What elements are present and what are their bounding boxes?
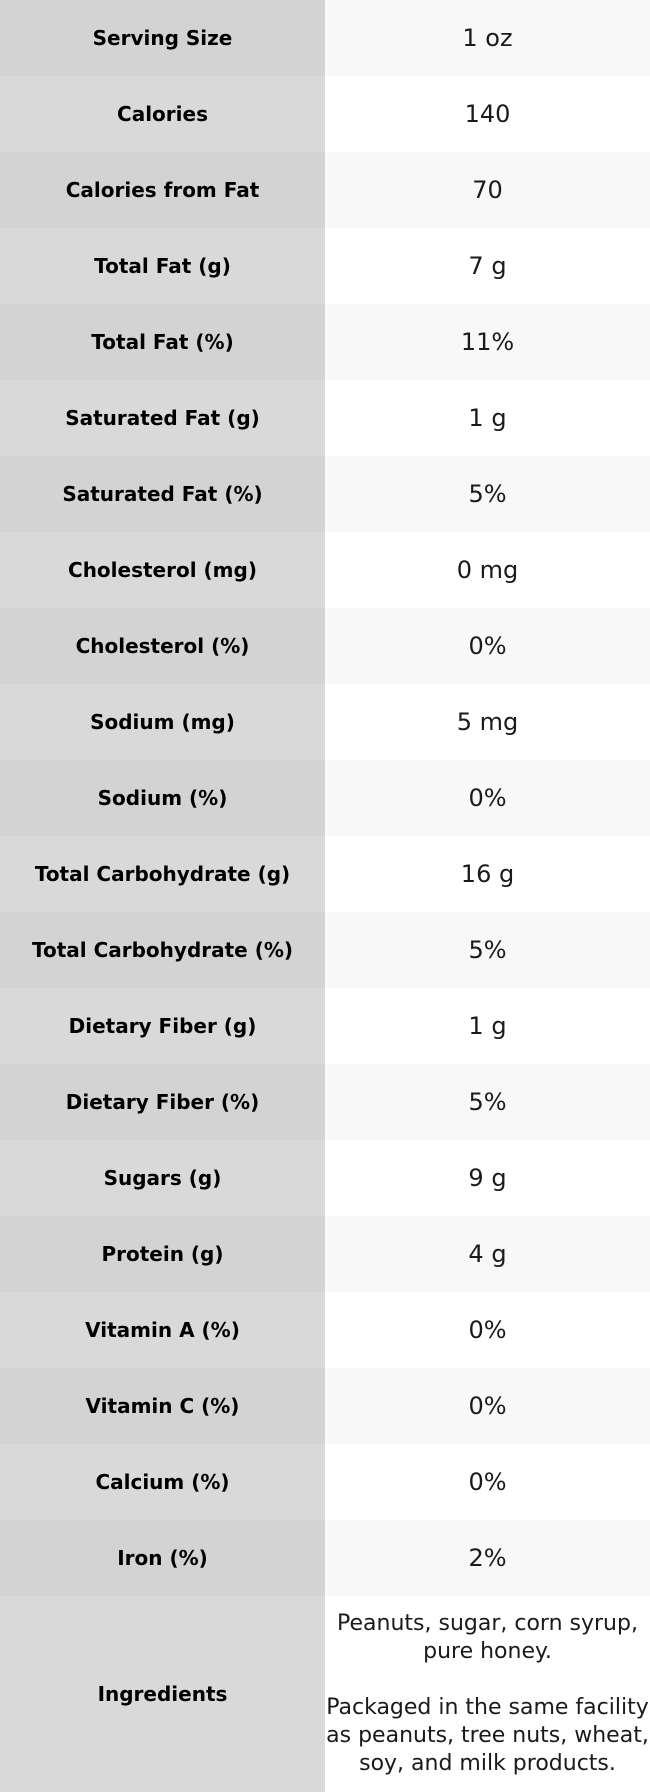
table-row: Total Fat (%) 11% xyxy=(0,304,650,380)
row-value: 1 g xyxy=(325,988,650,1064)
row-value: 7 g xyxy=(325,228,650,304)
row-value: 0% xyxy=(325,760,650,836)
row-value: 1 g xyxy=(325,380,650,456)
row-value: 0% xyxy=(325,1368,650,1444)
row-label: Sodium (mg) xyxy=(0,684,325,760)
row-label: Saturated Fat (%) xyxy=(0,456,325,532)
table-row: Sodium (mg) 5 mg xyxy=(0,684,650,760)
ingredients-paragraph: Packaged in the same facility as peanuts… xyxy=(326,1695,649,1776)
row-label: Sugars (g) xyxy=(0,1140,325,1216)
row-label: Vitamin A (%) xyxy=(0,1292,325,1368)
table-row: Total Fat (g) 7 g xyxy=(0,228,650,304)
row-value: 4 g xyxy=(325,1216,650,1292)
row-value: 70 xyxy=(325,152,650,228)
row-label: Iron (%) xyxy=(0,1520,325,1596)
row-value: Peanuts, sugar, corn syrup, pure honey. P… xyxy=(325,1596,650,1792)
row-label: Total Carbohydrate (%) xyxy=(0,912,325,988)
table-row: Saturated Fat (g) 1 g xyxy=(0,380,650,456)
table-row: Sodium (%) 0% xyxy=(0,760,650,836)
row-label: Total Fat (%) xyxy=(0,304,325,380)
row-value: 0 mg xyxy=(325,532,650,608)
row-value: 5% xyxy=(325,912,650,988)
table-row: Sugars (g) 9 g xyxy=(0,1140,650,1216)
row-label: Vitamin C (%) xyxy=(0,1368,325,1444)
row-label: Saturated Fat (g) xyxy=(0,380,325,456)
table-row: Ingredients Peanuts, sugar, corn syrup, p… xyxy=(0,1596,650,1792)
table-row: Total Carbohydrate (g) 16 g xyxy=(0,836,650,912)
row-value: 5% xyxy=(325,1064,650,1140)
row-value: 9 g xyxy=(325,1140,650,1216)
row-value: 5 mg xyxy=(325,684,650,760)
table-row: Dietary Fiber (g) 1 g xyxy=(0,988,650,1064)
row-value: 11% xyxy=(325,304,650,380)
table-row: Calories 140 xyxy=(0,76,650,152)
row-value: 16 g xyxy=(325,836,650,912)
table-row: Cholesterol (%) 0% xyxy=(0,608,650,684)
row-label: Calories from Fat xyxy=(0,152,325,228)
row-value: 1 oz xyxy=(325,0,650,76)
table-row: Protein (g) 4 g xyxy=(0,1216,650,1292)
row-label: Sodium (%) xyxy=(0,760,325,836)
table-row: Calories from Fat 70 xyxy=(0,152,650,228)
row-label: Calories xyxy=(0,76,325,152)
table-row: Calcium (%) 0% xyxy=(0,1444,650,1520)
row-label: Serving Size xyxy=(0,0,325,76)
row-value: 0% xyxy=(325,1444,650,1520)
row-value: 140 xyxy=(325,76,650,152)
ingredients-paragraph: Peanuts, sugar, corn syrup, pure honey. xyxy=(337,1611,638,1664)
row-label: Total Fat (g) xyxy=(0,228,325,304)
row-value: 2% xyxy=(325,1520,650,1596)
row-label: Calcium (%) xyxy=(0,1444,325,1520)
table-row: Saturated Fat (%) 5% xyxy=(0,456,650,532)
row-value: 0% xyxy=(325,1292,650,1368)
table-row: Serving Size 1 oz xyxy=(0,0,650,76)
table-row: Total Carbohydrate (%) 5% xyxy=(0,912,650,988)
row-label: Dietary Fiber (g) xyxy=(0,988,325,1064)
table-row: Cholesterol (mg) 0 mg xyxy=(0,532,650,608)
row-label: Cholesterol (mg) xyxy=(0,532,325,608)
table-row: Vitamin C (%) 0% xyxy=(0,1368,650,1444)
table-row: Vitamin A (%) 0% xyxy=(0,1292,650,1368)
row-label: Cholesterol (%) xyxy=(0,608,325,684)
table-row: Iron (%) 2% xyxy=(0,1520,650,1596)
row-value: 5% xyxy=(325,456,650,532)
table-row: Dietary Fiber (%) 5% xyxy=(0,1064,650,1140)
row-label: Dietary Fiber (%) xyxy=(0,1064,325,1140)
row-label: Protein (g) xyxy=(0,1216,325,1292)
row-label: Total Carbohydrate (g) xyxy=(0,836,325,912)
row-label: Ingredients xyxy=(0,1596,325,1792)
row-value: 0% xyxy=(325,608,650,684)
